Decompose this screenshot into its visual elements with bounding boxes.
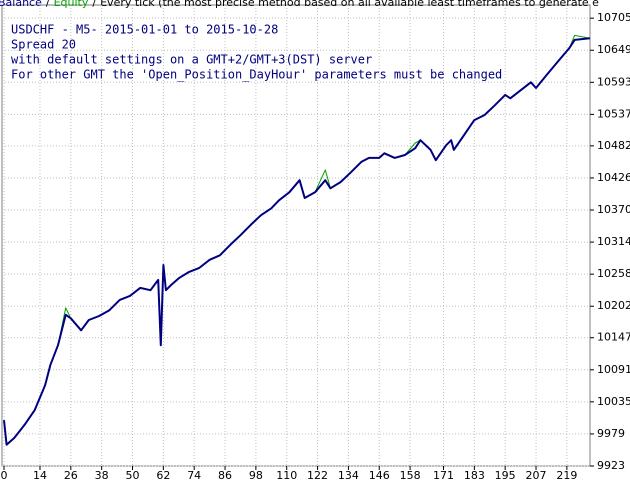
x-tick-label: 74	[187, 469, 201, 482]
series-line	[3, 37, 591, 446]
header-part: /	[92, 0, 96, 9]
y-tick-label: 10649	[597, 43, 630, 56]
y-tick-label: 10705	[597, 11, 630, 24]
header: Balance / Equity / Every tick (the most prec…	[0, 0, 599, 9]
annotation: USDCHF - M5- 2015-01-01 to 2015-10-28	[11, 23, 278, 37]
x-tick-label: 62	[156, 469, 170, 482]
x-tick-label: 110	[276, 469, 297, 482]
header-part: Equity	[54, 0, 89, 9]
x-tick-label: 14	[33, 469, 47, 482]
y-tick-label: 10314	[597, 235, 630, 248]
annotation: with default settings on a GMT+2/GMT+3(D…	[11, 53, 372, 67]
x-tick-label: 86	[218, 469, 232, 482]
x-tick-label: 38	[95, 469, 109, 482]
y-tick-label: 9923	[597, 459, 625, 472]
x-tick-label: 50	[126, 469, 140, 482]
y-tick-label: 10258	[597, 267, 630, 280]
y-tick-label: 10035	[597, 395, 630, 408]
y-tick-label: 9979	[597, 427, 625, 440]
y-tick-label: 10482	[597, 139, 630, 152]
y-tick-label: 10426	[597, 171, 630, 184]
x-tick-label: 195	[495, 469, 516, 482]
y-tick-label: 10537	[597, 107, 630, 120]
y-tick-label: 10147	[597, 331, 630, 344]
annotation: Spread 20	[11, 38, 76, 52]
x-tick-label: 158	[400, 469, 421, 482]
y-tick-label: 10593	[597, 75, 630, 88]
x-tick-label: 207	[526, 469, 547, 482]
x-tick-label: 122	[307, 469, 328, 482]
x-tick-label: 171	[433, 469, 454, 482]
x-tick-label: 146	[369, 469, 390, 482]
x-tick-label: 98	[249, 469, 263, 482]
x-tick-label: 219	[556, 469, 577, 482]
header-part: Every tick (the most precise method base…	[100, 0, 599, 9]
x-tick-label: 26	[64, 469, 78, 482]
x-tick-label: 183	[464, 469, 485, 482]
header-part: Balance	[0, 0, 42, 9]
annotation: For other GMT the 'Open_Position_DayHour…	[11, 68, 502, 82]
x-tick-label: 0	[1, 469, 8, 482]
x-tick-label: 134	[338, 469, 359, 482]
y-tick-label: 10091	[597, 363, 630, 376]
y-tick-label: 10370	[597, 203, 630, 216]
header-part: /	[46, 0, 50, 9]
y-tick-label: 10202	[597, 299, 630, 312]
